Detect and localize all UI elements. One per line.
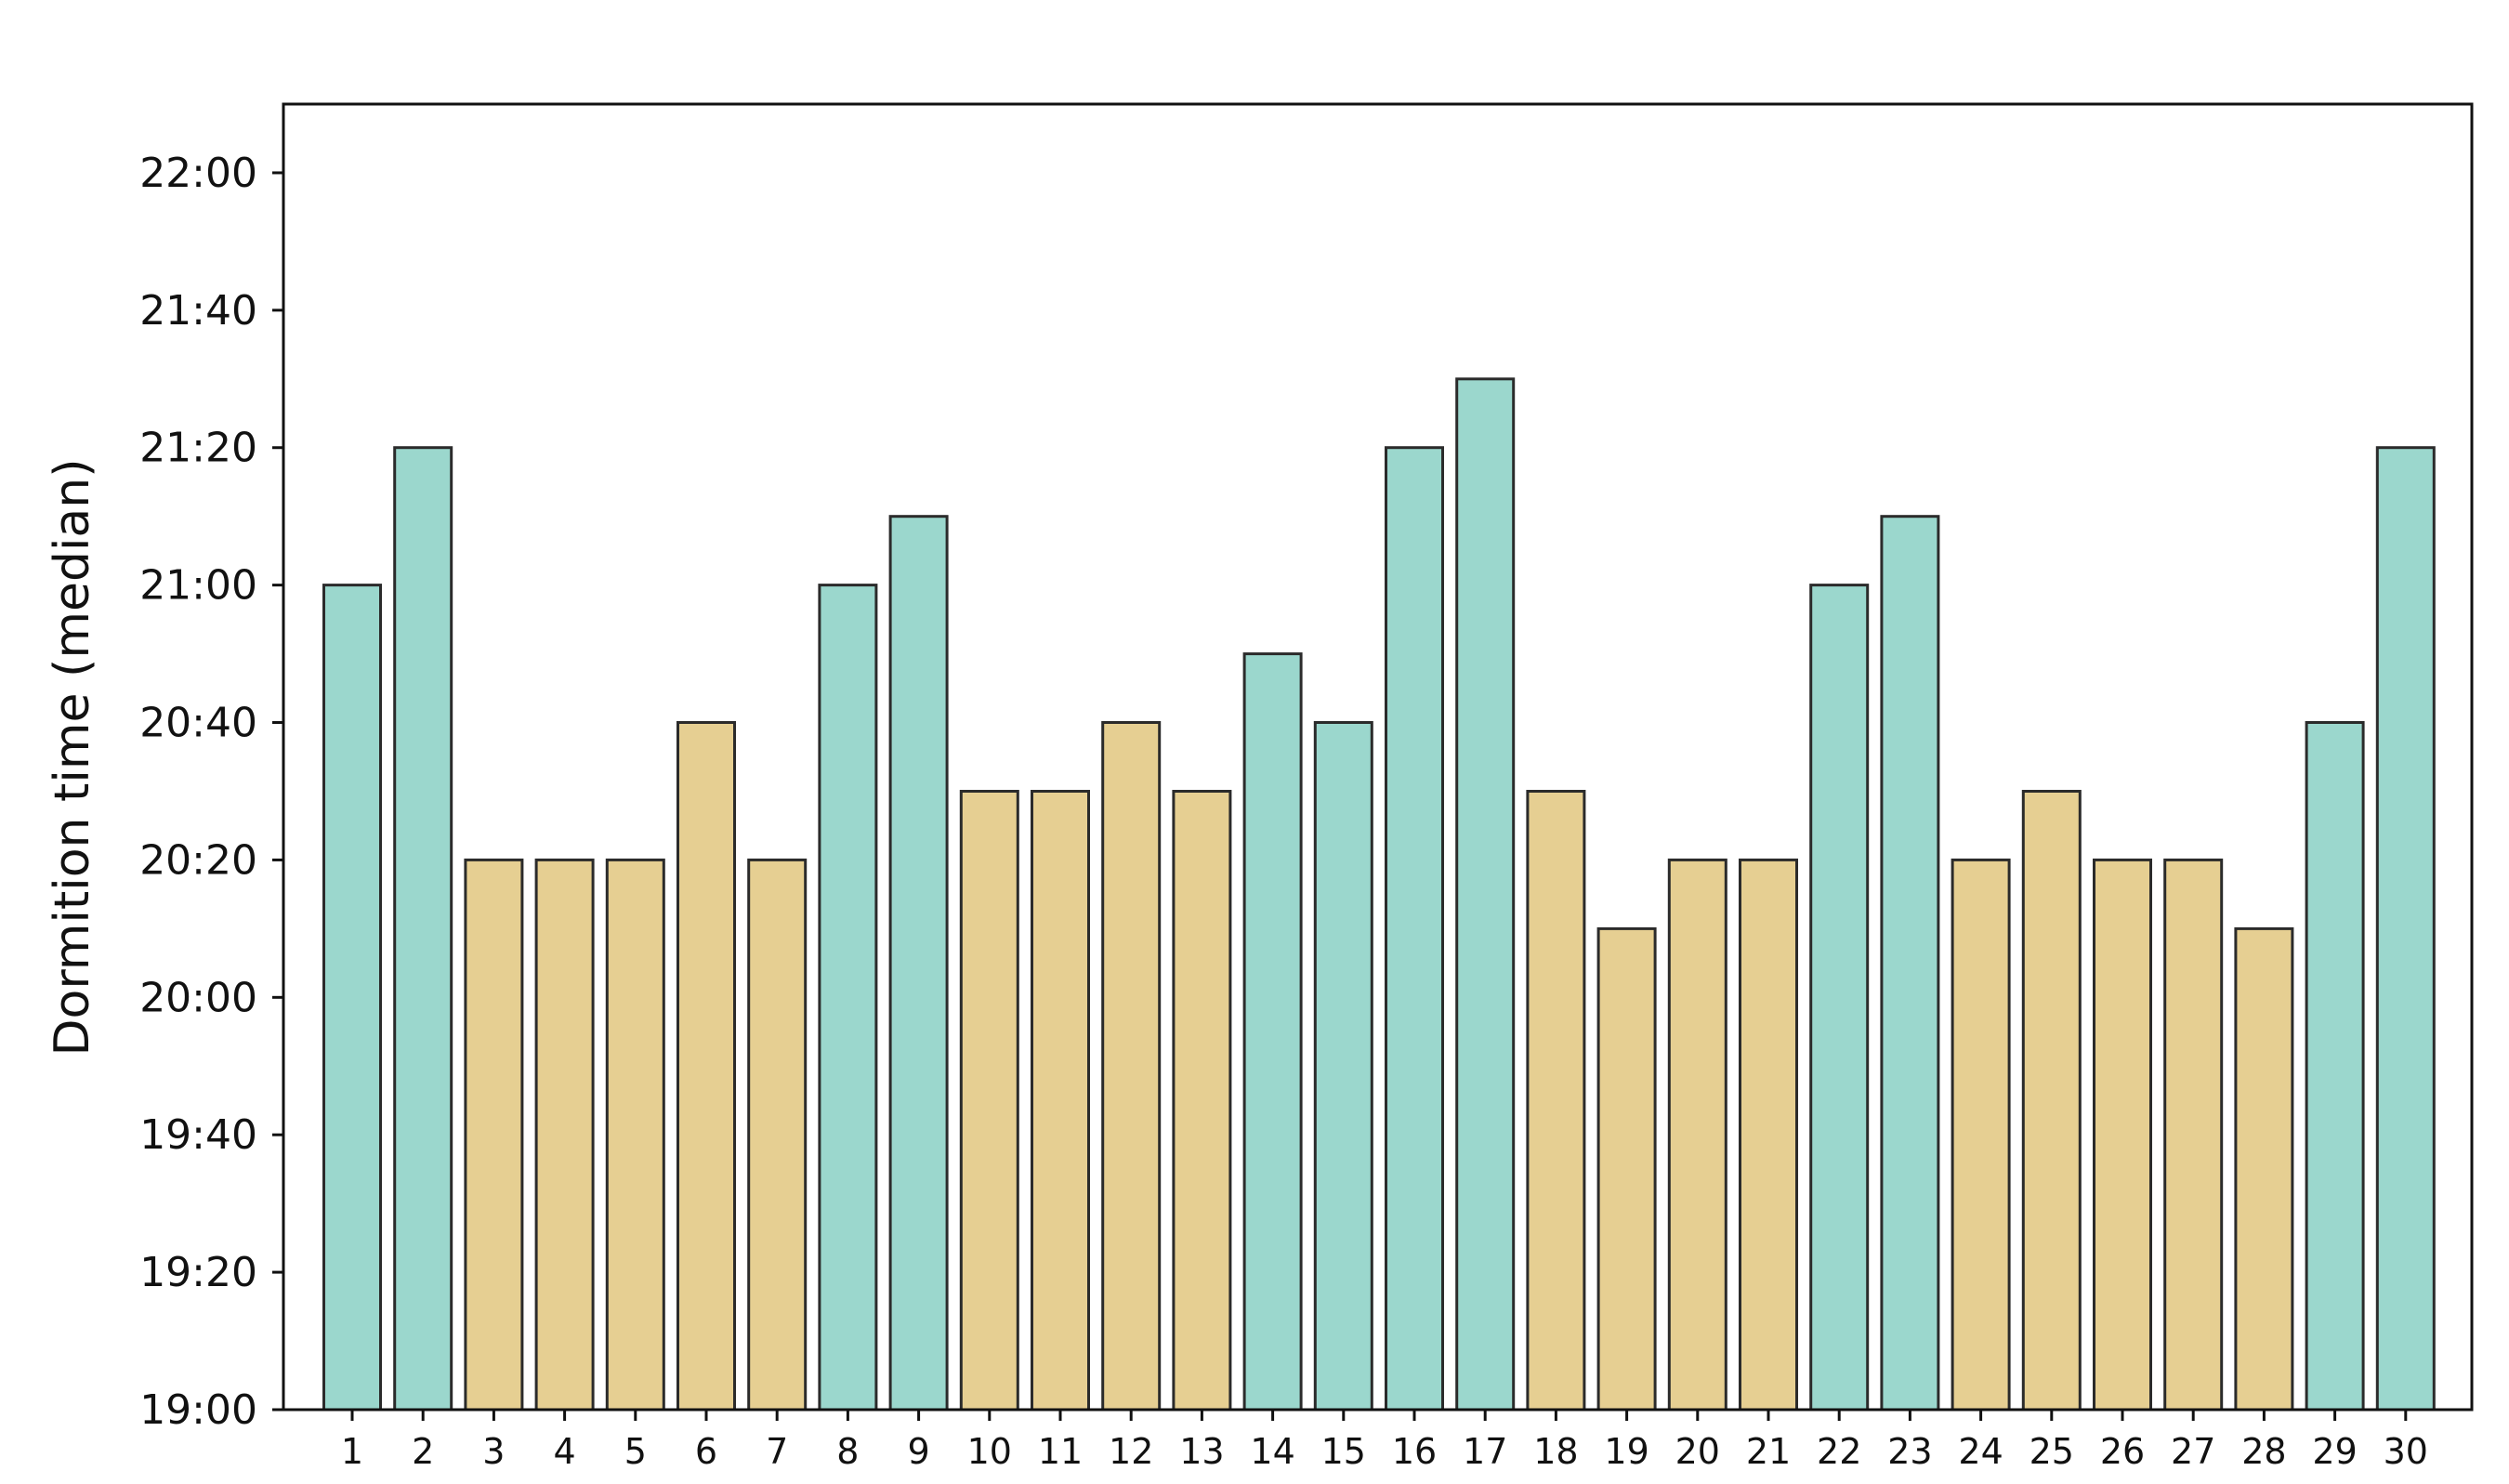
y-tick-label: 21:40 [139,287,257,335]
x-tick-label: 26 [2100,1431,2145,1472]
x-tick-label: 28 [2241,1431,2286,1472]
bar-1 [322,584,382,1412]
x-tick-label: 8 [836,1431,859,1472]
bar-5 [605,858,665,1412]
bar-22 [1809,584,1870,1412]
bar-20 [1667,858,1727,1412]
bar-12 [1101,721,1162,1412]
y-tick-label: 19:40 [139,1111,257,1159]
x-tick-label: 27 [2171,1431,2215,1472]
bar-11 [1031,790,1090,1412]
x-tick-label: 3 [482,1431,505,1472]
y-axis: 19:00 19:20 19:40 20:00 20:20 20:40 21:00 21:20… [139,150,283,1434]
x-tick-label: 11 [1038,1431,1083,1472]
y-tick-label: 20:40 [139,700,257,747]
bar-2 [393,446,453,1412]
x-tick-label: 12 [1109,1431,1153,1472]
bar-23 [1880,515,1940,1412]
x-axis: 1 2 3 4 5 6 7 8 9 10 11 12 13 14 15 16 17 18 19 20 21 22 23 24 2… [341,1410,2428,1472]
x-tick-label: 14 [1250,1431,1294,1472]
bar-6 [677,721,736,1412]
x-tick-label: 17 [1463,1431,1507,1472]
x-tick-label: 16 [1392,1431,1437,1472]
bar-26 [2093,858,2152,1412]
bar-10 [959,790,1019,1412]
x-tick-label: 19 [1604,1431,1649,1472]
bar-30 [2375,446,2436,1412]
bar-15 [1313,721,1373,1412]
y-tick-label: 20:00 [139,974,257,1021]
bar-25 [2021,790,2082,1412]
bar-17 [1455,377,1516,1412]
bar-21 [1739,858,1798,1412]
y-tick-label: 21:00 [139,562,257,610]
x-tick-label: 21 [1746,1431,1791,1472]
bar-3 [464,858,524,1412]
x-tick-label: 7 [766,1431,788,1472]
bar-8 [818,584,878,1412]
bar-24 [1951,858,2011,1412]
x-tick-label: 25 [2030,1431,2074,1472]
x-tick-label: 22 [1817,1431,1861,1472]
x-tick-label: 15 [1321,1431,1366,1472]
bar-27 [2163,858,2224,1412]
plot-frame [282,102,2474,1412]
x-tick-label: 24 [1958,1431,2003,1472]
x-tick-label: 29 [2312,1431,2357,1472]
y-tick-label: 19:00 [139,1386,257,1434]
bar-29 [2305,721,2365,1412]
y-tick-label: 21:20 [139,425,257,472]
x-tick-label: 13 [1179,1431,1224,1472]
x-tick-label: 18 [1533,1431,1578,1472]
y-tick-label: 20:20 [139,836,257,884]
x-tick-label: 6 [695,1431,717,1472]
y-axis-label: Dormition time (median) [45,458,100,1056]
x-tick-label: 10 [967,1431,1012,1472]
y-tick-label: 19:20 [139,1249,257,1296]
x-tick-label: 5 [624,1431,647,1472]
x-tick-label: 20 [1675,1431,1720,1472]
bar-7 [747,858,808,1412]
x-tick-label: 4 [554,1431,576,1472]
bar-28 [2234,926,2294,1412]
x-tick-label: 2 [412,1431,434,1472]
x-tick-label: 30 [2384,1431,2428,1472]
bar-14 [1242,652,1303,1412]
bar-19 [1596,926,1657,1412]
x-tick-label: 23 [1887,1431,1932,1472]
bar-18 [1526,790,1586,1412]
bar-4 [534,858,595,1412]
bars-layer [322,377,2436,1412]
bar-9 [888,515,949,1412]
x-tick-label: 1 [341,1431,363,1472]
x-tick-label: 9 [908,1431,930,1472]
bar-13 [1172,790,1232,1412]
bar-16 [1385,446,1444,1412]
y-tick-label: 22:00 [139,150,257,197]
